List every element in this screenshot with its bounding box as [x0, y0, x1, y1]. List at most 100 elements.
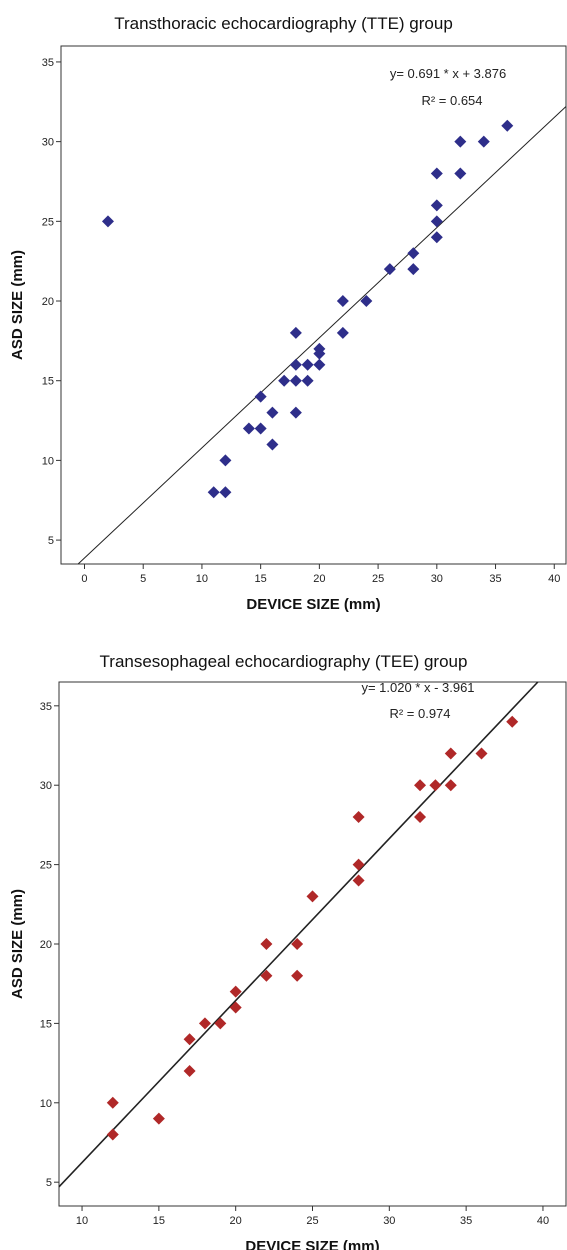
tee-chart-title: Transesophageal echocardiography (TEE) g… [99, 652, 468, 671]
tte-data-point [336, 295, 349, 308]
tte-x-tick-label: 10 [196, 573, 208, 585]
tee-data-point [414, 810, 427, 823]
tee-data-point [291, 969, 304, 982]
tee-plot-frame [58, 681, 567, 1207]
tte-data-point [289, 326, 302, 339]
tee-data-point [183, 1033, 196, 1046]
tte-data-point [242, 422, 255, 435]
tte-x-tick-label: 35 [489, 573, 501, 585]
tee-data-point [352, 874, 365, 887]
tee-y-tick-label: 5 [46, 1177, 52, 1189]
tee-data-point [260, 938, 273, 950]
tte-x-tick-label: 30 [431, 573, 443, 585]
tte-data-point [336, 326, 349, 339]
tee-regression-equation: y= 1.020 * x - 3.961 [361, 680, 474, 695]
tee-x-tick-label: 15 [153, 1215, 165, 1227]
tte-data-point [219, 454, 232, 467]
tte-y-tick-label: 15 [42, 376, 54, 388]
tte-data-point [301, 358, 314, 371]
tte-x-tick-label: 25 [372, 573, 384, 585]
tte-y-axis-title: ASD SIZE (mm) [9, 250, 26, 360]
tee-data-point [352, 858, 365, 871]
tte-data-point [407, 263, 420, 276]
tee-data-point [291, 938, 304, 950]
tee-data-point [152, 1112, 165, 1125]
tte-data-point [477, 135, 490, 148]
tte-y-tick-label: 10 [42, 455, 54, 467]
tte-data-point [278, 374, 291, 387]
tte-y-tick-label: 35 [42, 57, 54, 69]
tee-data-point [229, 1001, 242, 1014]
tee-data-point [229, 985, 242, 998]
tte-data-point [266, 406, 279, 419]
tte-chart-title: Transthoracic echocardiography (TTE) gro… [114, 14, 453, 33]
tee-data-point [106, 1128, 119, 1141]
tte-data-point [430, 231, 443, 244]
tte-data-point [313, 342, 326, 355]
tee-x-tick-label: 40 [537, 1215, 549, 1227]
tee-data-point [475, 747, 488, 760]
tte-x-tick-label: 20 [313, 573, 325, 585]
tte-chart-panel: Transthoracic echocardiography (TTE) gro… [9, 14, 567, 613]
tee-data-point [444, 779, 457, 792]
tte-data-point [289, 358, 302, 371]
tte-plot-frame [60, 45, 567, 565]
tte-data-point [289, 374, 302, 387]
tte-x-tick-label: 15 [255, 573, 267, 585]
tte-data-point [360, 295, 373, 308]
tee-x-tick-label: 35 [460, 1215, 472, 1227]
tee-y-tick-label: 35 [40, 701, 52, 713]
tee-data-point [414, 779, 427, 792]
tee-y-tick-label: 20 [40, 939, 52, 951]
tee-x-tick-label: 30 [383, 1215, 395, 1227]
tte-regression-line [77, 106, 567, 565]
tee-x-tick-label: 20 [230, 1215, 242, 1227]
tte-y-tick-label: 20 [42, 296, 54, 308]
tte-data-point [454, 135, 467, 148]
tee-y-tick-label: 10 [40, 1098, 52, 1110]
tte-data-point [219, 486, 232, 499]
tte-data-point [101, 215, 114, 228]
tee-y-tick-label: 30 [40, 780, 52, 792]
tte-x-tick-label: 5 [140, 573, 146, 585]
tte-data-point [301, 374, 314, 387]
tee-data-point [198, 1017, 211, 1030]
tte-data-point [430, 215, 443, 228]
tte-data-point [407, 247, 420, 260]
tte-regression-equation: y= 0.691 * x + 3.876 [390, 66, 506, 81]
tee-data-point [444, 747, 457, 760]
tee-x-tick-label: 25 [306, 1215, 318, 1227]
tte-r-squared: R² = 0.654 [421, 93, 482, 108]
tte-data-point [430, 199, 443, 212]
tte-data-point [254, 390, 267, 403]
tte-x-axis-title: DEVICE SIZE (mm) [246, 596, 380, 613]
tte-data-point [289, 406, 302, 419]
tee-data-point [260, 969, 273, 982]
tte-scatter-plot: 0 5 10 15 20 25 30 35 40 5 10 15 20 25 30 35 DEVICE SIZE… [9, 45, 567, 613]
tee-data-point [106, 1096, 119, 1109]
tee-r-squared: R² = 0.974 [389, 706, 450, 721]
tee-y-tick-label: 15 [40, 1018, 52, 1030]
tte-data-point [266, 438, 279, 451]
tee-data-point [214, 1017, 227, 1030]
tee-chart-panel: Transesophageal echocardiography (TEE) g… [0, 640, 567, 1250]
tee-x-axis-title: DEVICE SIZE (mm) [245, 1238, 379, 1250]
tte-data-point [383, 263, 396, 276]
tte-y-tick-label: 25 [42, 216, 54, 228]
tte-data-point [254, 422, 267, 435]
tte-data-point [313, 358, 326, 371]
tee-y-tick-label: 25 [40, 860, 52, 872]
tte-data-point [501, 119, 514, 132]
tee-data-point [429, 779, 442, 792]
tee-data-point [183, 1065, 196, 1078]
tte-y-tick-label: 5 [48, 535, 54, 547]
tte-x-tick-label: 0 [81, 573, 87, 585]
tee-regression-line [58, 681, 539, 1188]
tte-data-point [454, 167, 467, 180]
tee-data-point [352, 810, 365, 823]
tte-data-point [430, 167, 443, 180]
tee-y-axis-title: ASD SIZE (mm) [9, 889, 26, 999]
tee-x-tick-label: 10 [76, 1215, 88, 1227]
tte-x-tick-label: 40 [548, 573, 560, 585]
tte-y-tick-label: 30 [42, 137, 54, 149]
